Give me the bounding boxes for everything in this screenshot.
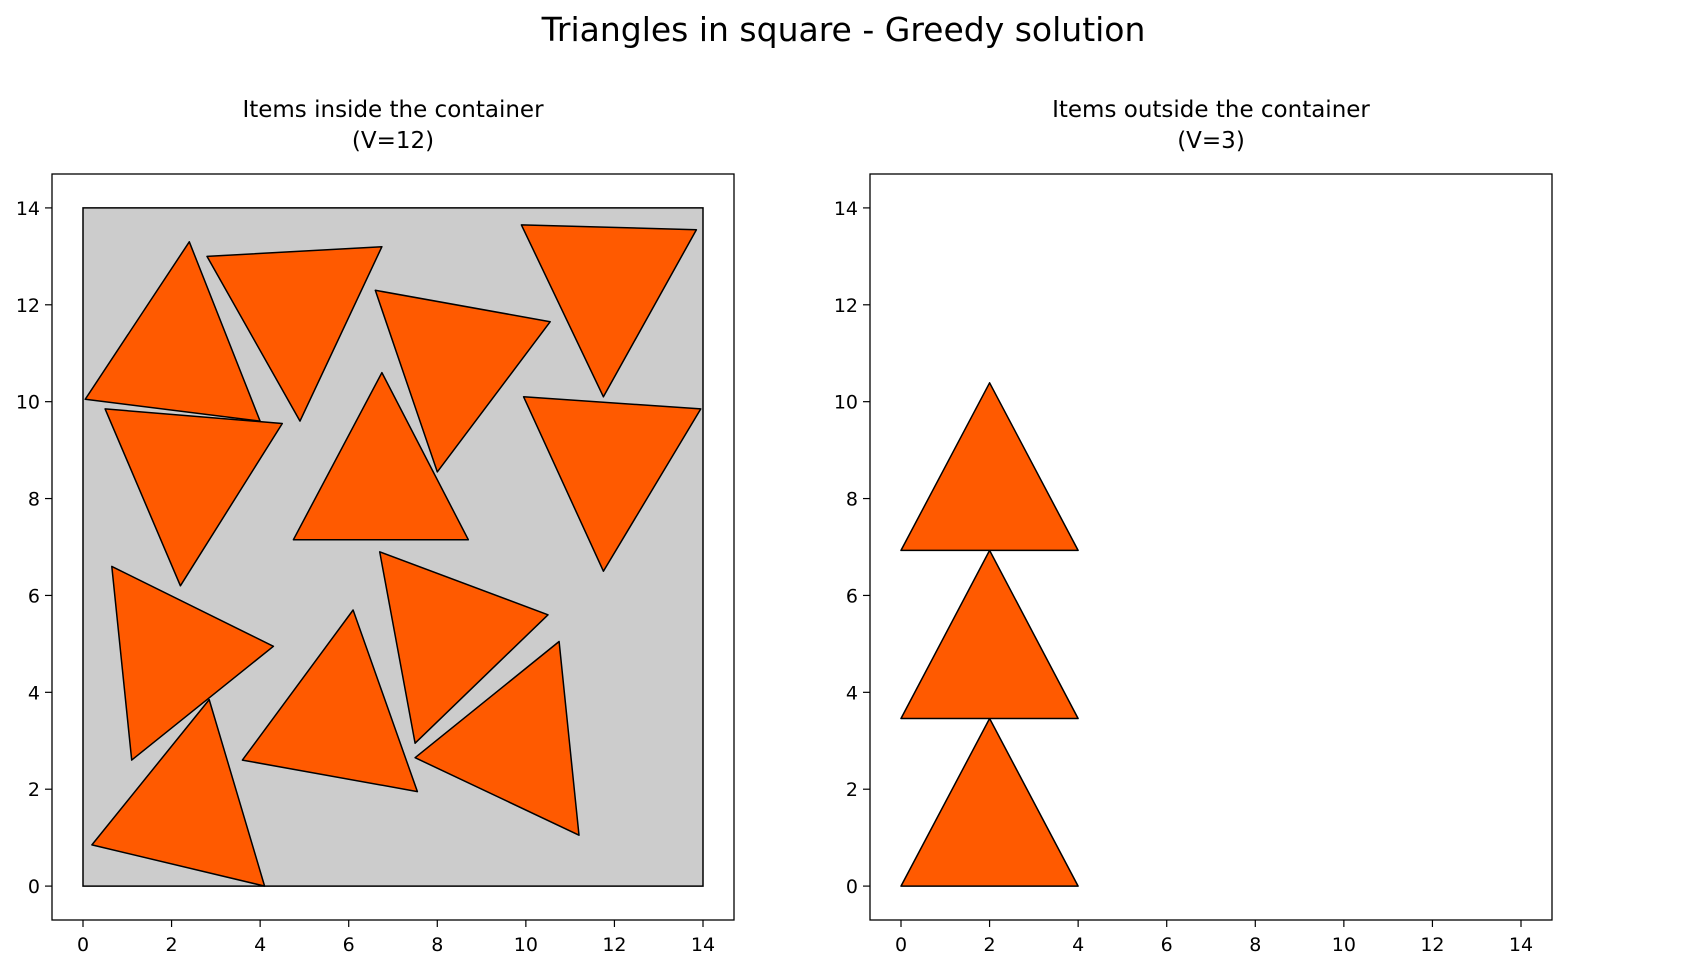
y-tick-label: 2 bbox=[28, 779, 40, 801]
y-tick-label: 10 bbox=[834, 392, 858, 414]
axes-frame bbox=[51, 173, 735, 921]
x-tick-label: 8 bbox=[1249, 934, 1261, 956]
y-tick-label: 14 bbox=[16, 198, 40, 220]
left-panel-subtitle-line: (V=12) bbox=[351, 128, 435, 154]
right-panel-title: Items outside the container (V=3) bbox=[870, 95, 1552, 157]
x-tick-label: 10 bbox=[514, 934, 538, 956]
triangle-item bbox=[522, 396, 702, 572]
x-tick-label: 12 bbox=[1420, 934, 1444, 956]
triangle-item bbox=[900, 549, 1079, 720]
x-tick-label: 8 bbox=[431, 934, 443, 956]
x-tick-label: 10 bbox=[1332, 934, 1356, 956]
triangle-item bbox=[292, 371, 470, 541]
triangle-item bbox=[378, 551, 549, 744]
y-tick-label: 12 bbox=[16, 295, 40, 317]
left-panel-title: Items inside the container (V=12) bbox=[52, 95, 734, 157]
y-tick-label: 4 bbox=[846, 682, 858, 704]
y-tick-label: 2 bbox=[846, 779, 858, 801]
axes-frame bbox=[869, 173, 1553, 921]
x-tick-label: 4 bbox=[254, 934, 266, 956]
triangle-item bbox=[520, 224, 698, 398]
x-tick-label: 0 bbox=[77, 934, 89, 956]
x-tick-label: 14 bbox=[1509, 934, 1533, 956]
triangle-item bbox=[84, 241, 261, 422]
y-tick-label: 10 bbox=[16, 392, 40, 414]
y-tick-label: 12 bbox=[834, 295, 858, 317]
x-tick-label: 2 bbox=[166, 934, 178, 956]
y-tick-label: 6 bbox=[846, 585, 858, 607]
y-tick-label: 0 bbox=[846, 876, 858, 898]
left-panel-title-line: Items inside the container bbox=[242, 97, 544, 123]
y-tick-label: 6 bbox=[28, 585, 40, 607]
triangle-item bbox=[104, 408, 284, 587]
right-panel-title-line: Items outside the container bbox=[1052, 97, 1370, 123]
x-tick-label: 12 bbox=[602, 934, 626, 956]
x-tick-label: 6 bbox=[1161, 934, 1173, 956]
x-tick-label: 6 bbox=[343, 934, 355, 956]
figure-title: Triangles in square - Greedy solution bbox=[541, 10, 1146, 49]
triangle-item bbox=[414, 640, 580, 836]
x-tick-label: 0 bbox=[895, 934, 907, 956]
left-axes: 0 2 4 6 8 10 12 14 0 2 4 6 8 10 12 14 bbox=[16, 173, 735, 956]
y-tick-label: 0 bbox=[28, 876, 40, 898]
triangle-item bbox=[111, 565, 275, 761]
triangle-item bbox=[374, 289, 551, 473]
right-panel-subtitle-line: (V=3) bbox=[1177, 128, 1245, 154]
x-tick-label: 2 bbox=[984, 934, 996, 956]
right-axes: 0 2 4 6 8 10 12 14 0 2 4 6 8 10 12 14 bbox=[834, 173, 1553, 956]
triangle-item bbox=[241, 609, 419, 793]
y-tick-label: 14 bbox=[834, 198, 858, 220]
y-tick-label: 4 bbox=[28, 682, 40, 704]
triangle-item bbox=[900, 382, 1079, 552]
y-tick-label: 8 bbox=[28, 489, 40, 511]
triangle-item bbox=[900, 717, 1079, 887]
x-tick-label: 4 bbox=[1072, 934, 1084, 956]
x-tick-label: 14 bbox=[691, 934, 715, 956]
y-tick-label: 8 bbox=[846, 489, 858, 511]
triangle-item bbox=[206, 245, 383, 422]
triangle-item bbox=[91, 698, 266, 887]
